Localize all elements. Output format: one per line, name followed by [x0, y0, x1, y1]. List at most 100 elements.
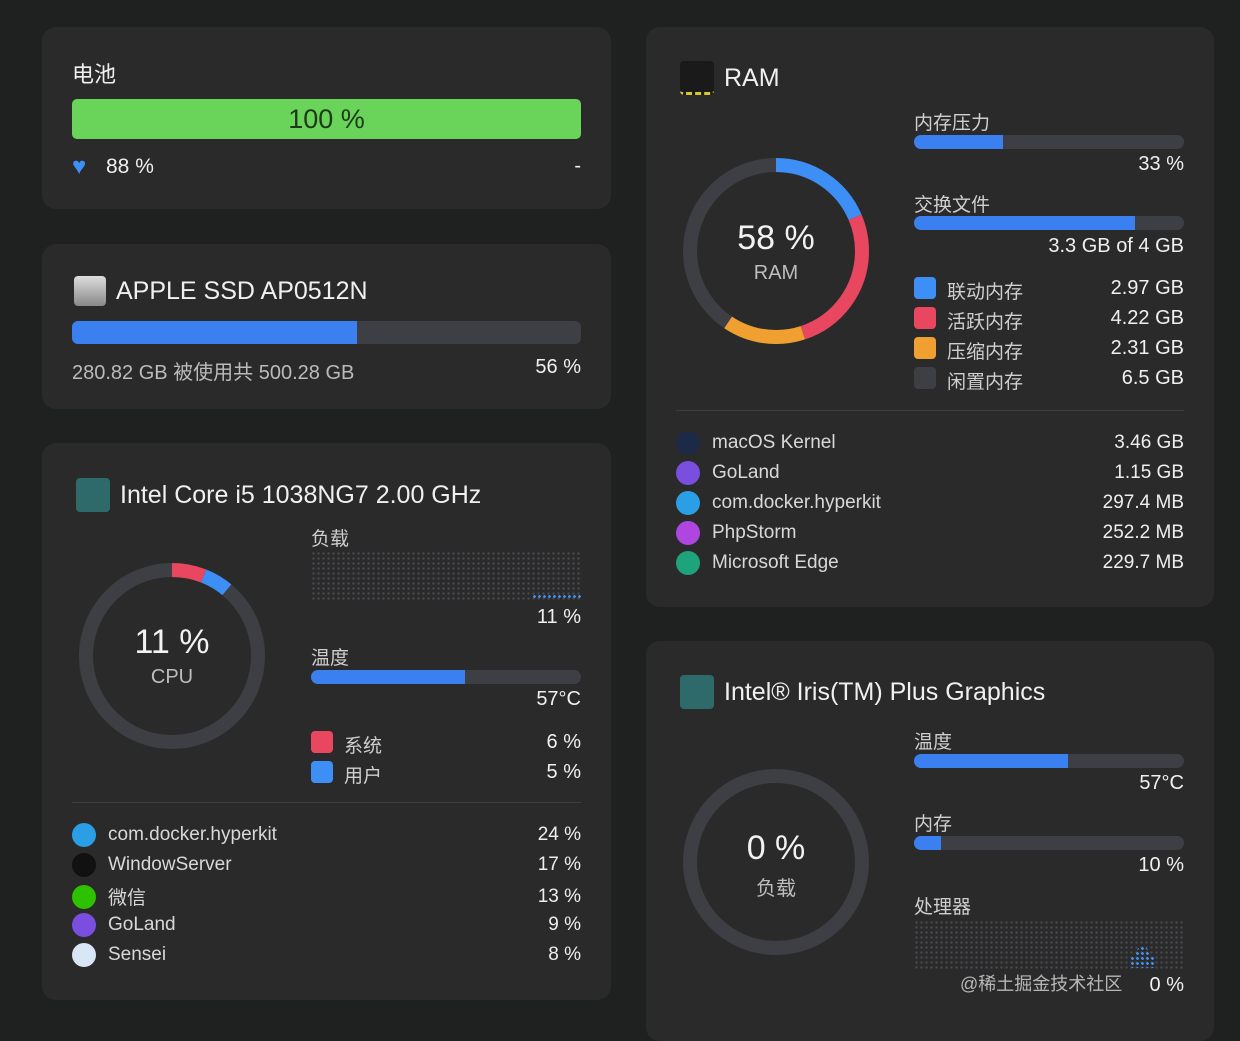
- process-row[interactable]: GoLand 9 %: [72, 913, 581, 937]
- cpu-title: Intel Core i5 1038NG7 2.00 GHz: [120, 480, 482, 509]
- sensei-icon: [72, 943, 96, 967]
- cpu-card: Intel Core i5 1038NG7 2.00 GHz 11 % CPU 负…: [42, 443, 611, 1000]
- wechat-icon: [72, 884, 96, 909]
- ssd-usage-text: 280.82 GB 被使用共 500.28 GB: [72, 362, 355, 384]
- gpu-mem-label: 内存: [914, 814, 953, 835]
- ssd-usage-bar: [72, 321, 581, 344]
- process-name: WindowServer: [108, 854, 232, 875]
- process-value: 24 %: [537, 824, 581, 845]
- ssd-card: APPLE SSD AP0512N 280.82 GB 被使用共 500.28 …: [42, 244, 611, 409]
- process-name: Sensei: [108, 944, 167, 965]
- process-row[interactable]: macOS Kernel 3.46 GB: [676, 431, 1184, 455]
- process-row[interactable]: GoLand 1.15 GB: [676, 461, 1184, 485]
- process-row[interactable]: com.docker.hyperkit 24 %: [72, 823, 581, 847]
- legend-label: 联动内存: [947, 282, 1024, 303]
- gpu-load-ring: [683, 769, 869, 955]
- legend-swatch-system: [311, 731, 333, 753]
- cpu-temp-value: 57°C: [536, 688, 581, 710]
- process-row[interactable]: 微信 13 %: [72, 883, 581, 910]
- legend-swatch: [914, 337, 936, 359]
- process-row[interactable]: WindowServer 17 %: [72, 853, 581, 877]
- ram-pressure-value: 33 %: [1138, 153, 1184, 175]
- cpu-load-value: 11 %: [536, 606, 581, 628]
- phpstorm-icon: [676, 521, 700, 545]
- divider: [676, 410, 1184, 411]
- process-name: com.docker.hyperkit: [712, 492, 881, 513]
- process-value: 17 %: [537, 854, 581, 875]
- ram-ring-segment: [683, 158, 869, 344]
- ram-usage-ring: [683, 158, 869, 344]
- macos-icon: [676, 431, 700, 455]
- legend-label-user: 用户: [344, 766, 383, 787]
- legend-swatch: [914, 367, 936, 389]
- ssd-percent: 56 %: [535, 356, 581, 378]
- cpu-load-graph: [311, 551, 581, 601]
- battery-health: 88 %: [106, 155, 154, 178]
- legend-value-system: 6 %: [546, 731, 581, 753]
- cpu-chip-icon: [76, 478, 110, 512]
- legend-label: 闲置内存: [947, 372, 1024, 393]
- gpu-proc-label: 处理器: [914, 897, 972, 918]
- ram-swap-label: 交换文件: [914, 195, 991, 216]
- legend-label-system: 系统: [344, 736, 383, 757]
- battery-level-bar: 100 %: [72, 99, 581, 139]
- cpu-load-graph-current: [532, 594, 581, 599]
- ram-ring-value: 58 %: [737, 219, 815, 257]
- process-name: com.docker.hyperkit: [108, 824, 277, 845]
- ram-swap-bar: [914, 216, 1184, 230]
- gpu-mem-bar: [914, 836, 1184, 850]
- gpu-proc-graph-current: [1130, 946, 1155, 968]
- ram-ring-segment: [683, 158, 869, 344]
- goland-icon: [676, 461, 700, 485]
- ram-title: RAM: [724, 63, 780, 92]
- process-row[interactable]: com.docker.hyperkit 297.4 MB: [676, 491, 1184, 515]
- docker-icon: [72, 823, 96, 847]
- legend-value: 2.31 GB: [1110, 337, 1184, 359]
- ram-ring-label: RAM: [753, 262, 799, 284]
- process-name: GoLand: [712, 462, 780, 483]
- gpu-temp-bar: [914, 754, 1184, 768]
- process-name: Microsoft Edge: [712, 552, 839, 573]
- process-name: GoLand: [108, 914, 176, 935]
- legend-swatch-user: [311, 761, 333, 783]
- legend-value: 6.5 GB: [1121, 367, 1184, 389]
- process-value: 252.2 MB: [1102, 522, 1184, 543]
- edge-icon: [676, 551, 700, 575]
- legend-label: 活跃内存: [947, 312, 1024, 333]
- process-row[interactable]: Sensei 8 %: [72, 943, 581, 967]
- process-value: 8 %: [548, 944, 581, 965]
- ssd-title: APPLE SSD AP0512N: [116, 276, 368, 305]
- legend-value: 2.97 GB: [1110, 277, 1184, 299]
- gpu-proc-value: 0 %: [1149, 974, 1184, 996]
- gpu-ring-value: 0 %: [746, 829, 806, 867]
- process-value: 297.4 MB: [1102, 492, 1184, 513]
- gpu-ring-label: 负载: [756, 878, 796, 900]
- cpu-ring-segment: [79, 563, 265, 749]
- ram-pressure-bar: [914, 135, 1184, 149]
- watermark: @稀土掘金技术社区: [960, 974, 1123, 994]
- cpu-ring-label: CPU: [150, 666, 194, 688]
- cpu-temp-label: 温度: [311, 648, 350, 669]
- ram-card: RAM 58 % RAM 内存压力 33 % 交换文件 3.3 GB of 4 G…: [646, 27, 1214, 607]
- battery-time: -: [574, 155, 581, 177]
- ram-ring-segment: [683, 158, 869, 344]
- goland-icon: [72, 913, 96, 937]
- gpu-mem-value: 10 %: [1138, 854, 1184, 876]
- process-name: 微信: [108, 888, 147, 909]
- ram-swap-value: 3.3 GB of 4 GB: [1048, 235, 1184, 257]
- gpu-temp-value: 57°C: [1139, 772, 1184, 794]
- battery-card: 电池 100 % ♥ 88 % -: [42, 27, 611, 209]
- process-name: PhpStorm: [712, 522, 797, 543]
- legend-swatch: [914, 307, 936, 329]
- legend-value: 4.22 GB: [1110, 307, 1184, 329]
- ram-pressure-label: 内存压力: [914, 113, 991, 134]
- legend-value-user: 5 %: [546, 761, 581, 783]
- heart-icon: ♥: [72, 153, 87, 180]
- process-row[interactable]: Microsoft Edge 229.7 MB: [676, 551, 1184, 575]
- process-value: 9 %: [548, 914, 581, 935]
- docker-icon: [676, 491, 700, 515]
- process-row[interactable]: PhpStorm 252.2 MB: [676, 521, 1184, 545]
- gpu-title: Intel® Iris(TM) Plus Graphics: [724, 677, 1046, 706]
- cpu-load-label: 负载: [311, 529, 350, 550]
- ram-chip-icon: [680, 61, 714, 95]
